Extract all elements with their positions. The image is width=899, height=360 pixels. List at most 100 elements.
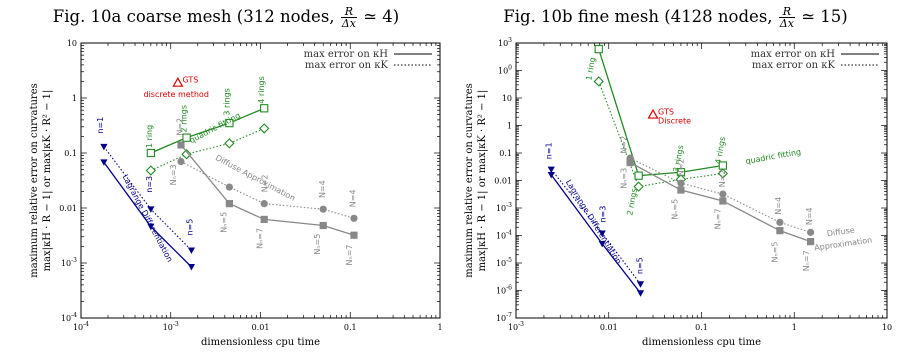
y-tick-label: 10-3: [61, 257, 77, 268]
data-series: [547, 172, 645, 297]
title-frac-den: Δx: [779, 17, 794, 30]
data-annotation: N=2: [677, 158, 686, 176]
data-point: [319, 221, 327, 230]
data-point: [100, 159, 108, 166]
data-point: [719, 197, 727, 205]
data-point: [146, 148, 155, 158]
gts-marker: [647, 108, 659, 119]
legend-label: max error on κK: [752, 60, 836, 71]
gts-marker: [172, 76, 184, 87]
data-annotation: 3 rings: [222, 88, 231, 115]
title-prefix: Fig. 10b fine mesh (4128 nodes,: [503, 7, 773, 26]
data-point: [677, 186, 685, 194]
data-annotation: Nₙ=7: [713, 208, 722, 229]
title-suffix: ≃ 15): [801, 7, 848, 26]
y-tick-label: 10-7: [496, 312, 512, 323]
data-point: [626, 158, 634, 167]
legend-label: max error on κH: [751, 49, 836, 60]
title-suffix: ≃ 4): [363, 7, 400, 26]
x-axis-label: dimensionless cpu time: [201, 337, 320, 348]
data-point: [634, 171, 643, 180]
data-annotation: GTS: [658, 108, 674, 117]
data-annotation: N=4: [349, 189, 358, 207]
x-tick-label: 1: [437, 323, 442, 332]
series-line: [598, 81, 723, 188]
data-series: [145, 123, 270, 176]
y-tick-label: 103: [498, 37, 512, 48]
title-frac-num: R: [778, 6, 795, 18]
series-line: [150, 127, 265, 172]
data-series: [177, 157, 358, 222]
data-series: [177, 141, 358, 239]
x-tick-label: 10-3: [163, 321, 179, 332]
chart-title: Fig. 10a coarse mesh (312 nodes, R Δx ≃ 4…: [0, 6, 452, 29]
data-annotation: Lagrange Differentiation: [564, 178, 623, 266]
data-annotation: N=2: [619, 136, 628, 154]
data-annotation: N=4: [318, 180, 327, 198]
chart-title: Fig. 10b fine mesh (4128 nodes, R Δx ≃ 15…: [452, 6, 899, 29]
data-point: [677, 179, 685, 187]
legend-label: max error on κH: [304, 49, 389, 60]
title-prefix: Fig. 10a coarse mesh (312 nodes,: [52, 7, 335, 26]
data-point: [776, 227, 784, 235]
data-point: [260, 215, 268, 224]
data-series: [626, 158, 815, 246]
chart-plot-a: 10-4 10-3 0.01 0.1 1 10-4 10-3 0.01 0.1 1 10 dimens…: [29, 39, 443, 348]
data-point: [717, 168, 729, 179]
data-annotation: N=2: [261, 175, 270, 193]
data-annotation: Approximation: [814, 235, 873, 252]
data-annotation: Nₙ=3: [619, 168, 628, 189]
data-annotation: 1 ring: [145, 125, 154, 148]
y-axis-label: maximum relative error on curvatures: [464, 83, 475, 278]
x-tick-label: 0.1: [344, 323, 357, 332]
data-point: [598, 230, 606, 237]
figure-10a: Fig. 10a coarse mesh (312 nodes, R Δx ≃ 4…: [0, 6, 452, 348]
x-tick-label: 10-4: [73, 321, 89, 332]
data-point: [225, 118, 234, 128]
data-point: [350, 214, 358, 222]
data-annotation: Nₙ=7: [255, 228, 264, 249]
y-tick-label: 0.1: [64, 149, 77, 158]
data-annotation: N=2: [718, 169, 727, 187]
data-annotation: 2 rings: [180, 105, 189, 132]
x-tick-label: 0.01: [600, 323, 618, 332]
title-fraction: R Δx: [778, 6, 795, 30]
y-tick-label: 10: [67, 39, 77, 48]
data-point: [636, 281, 645, 288]
data-point: [177, 157, 185, 166]
y-tick-label: 1: [507, 122, 512, 131]
data-annotation: n=3: [598, 206, 607, 223]
data-point: [147, 223, 155, 231]
data-annotation: Nₙ=5: [771, 242, 780, 263]
data-point: [350, 231, 358, 239]
data-point: [776, 218, 784, 226]
data-point: [100, 143, 108, 151]
data-point: [547, 172, 555, 179]
data-point: [260, 200, 268, 208]
data-series: [547, 166, 645, 288]
data-point: [319, 205, 327, 213]
data-annotation: n=1: [544, 142, 553, 159]
data-point: [633, 181, 644, 192]
axis-ticks: [515, 43, 888, 319]
legend-label: max error on κK: [305, 60, 389, 71]
data-annotation: n=3: [145, 176, 154, 193]
data-point: [225, 183, 233, 191]
data-point: [636, 290, 645, 297]
data-annotation: Nₙ=3: [169, 164, 178, 185]
data-point: [145, 165, 157, 176]
data-point: [626, 154, 634, 162]
data-point: [598, 240, 606, 248]
y-tick-label: 100: [498, 65, 512, 76]
data-point: [806, 238, 815, 246]
y-axis-label: maximum relative error on curvatures: [29, 83, 40, 278]
data-point: [182, 133, 191, 142]
series-line: [598, 48, 723, 177]
data-annotation: quadric fitting: [745, 147, 802, 166]
y-tick-label: 10-4: [61, 312, 77, 323]
y-tick-label: 10-3: [496, 202, 512, 213]
data-annotation: Nₙ=5: [313, 234, 322, 255]
data-annotation: GTS: [182, 76, 198, 85]
y-tick-label: 0.1: [499, 149, 512, 158]
